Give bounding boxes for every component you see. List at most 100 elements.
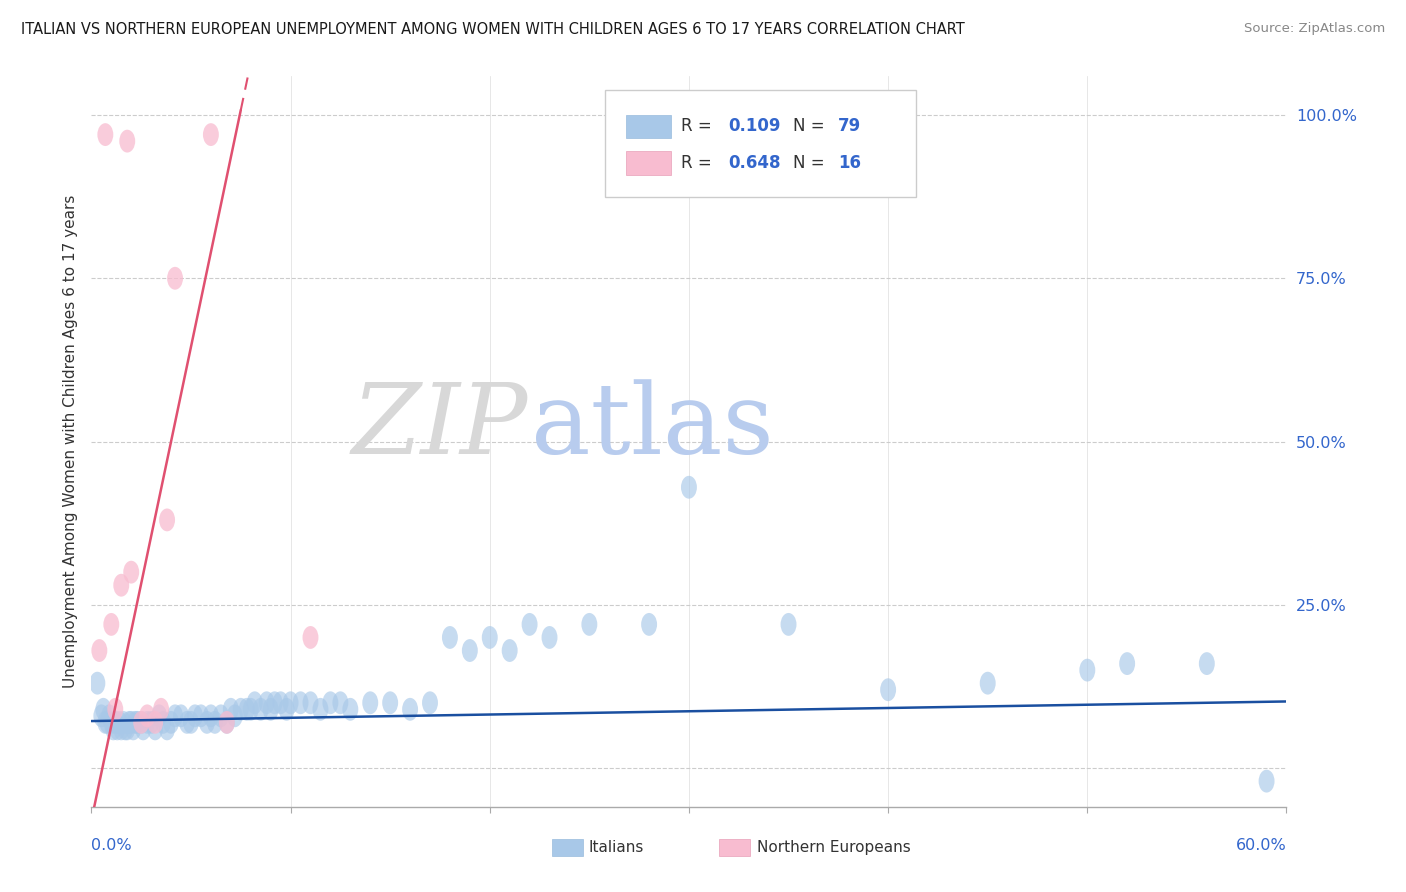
Text: atlas: atlas (531, 379, 773, 475)
Ellipse shape (278, 698, 295, 721)
Ellipse shape (167, 705, 183, 727)
Ellipse shape (96, 698, 111, 721)
Ellipse shape (343, 698, 359, 721)
Ellipse shape (302, 691, 318, 714)
Ellipse shape (134, 711, 149, 734)
Ellipse shape (253, 698, 269, 721)
Ellipse shape (1119, 652, 1135, 675)
Ellipse shape (97, 711, 114, 734)
Text: ITALIAN VS NORTHERN EUROPEAN UNEMPLOYMENT AMONG WOMEN WITH CHILDREN AGES 6 TO 17: ITALIAN VS NORTHERN EUROPEAN UNEMPLOYMEN… (21, 22, 965, 37)
Ellipse shape (173, 705, 188, 727)
Ellipse shape (143, 711, 159, 734)
Ellipse shape (155, 711, 172, 734)
Y-axis label: Unemployment Among Women with Children Ages 6 to 17 years: Unemployment Among Women with Children A… (62, 194, 77, 689)
Ellipse shape (120, 129, 135, 153)
Ellipse shape (482, 626, 498, 648)
Ellipse shape (582, 613, 598, 636)
Ellipse shape (502, 639, 517, 662)
Ellipse shape (441, 626, 458, 648)
Ellipse shape (332, 691, 349, 714)
Ellipse shape (97, 123, 114, 146)
Ellipse shape (202, 123, 219, 146)
Text: 16: 16 (838, 153, 862, 172)
FancyBboxPatch shape (605, 90, 917, 196)
Ellipse shape (127, 711, 143, 734)
Ellipse shape (980, 672, 995, 695)
Ellipse shape (104, 711, 120, 734)
Text: Italians: Italians (589, 840, 644, 855)
FancyBboxPatch shape (551, 838, 582, 856)
Ellipse shape (93, 705, 110, 727)
Ellipse shape (522, 613, 537, 636)
Ellipse shape (124, 711, 139, 734)
Text: ZIP: ZIP (352, 379, 527, 475)
Ellipse shape (115, 711, 131, 734)
Ellipse shape (322, 691, 339, 714)
Ellipse shape (139, 711, 155, 734)
Ellipse shape (1258, 770, 1275, 793)
Ellipse shape (207, 711, 222, 734)
Ellipse shape (302, 626, 318, 648)
Ellipse shape (120, 717, 135, 740)
Ellipse shape (402, 698, 418, 721)
Ellipse shape (193, 705, 209, 727)
Ellipse shape (183, 711, 200, 734)
Ellipse shape (259, 691, 274, 714)
Ellipse shape (114, 574, 129, 597)
Ellipse shape (273, 691, 288, 714)
Ellipse shape (541, 626, 558, 648)
Ellipse shape (212, 705, 229, 727)
Text: Northern Europeans: Northern Europeans (756, 840, 911, 855)
Ellipse shape (152, 705, 167, 727)
Text: 79: 79 (838, 117, 862, 136)
Ellipse shape (134, 711, 149, 734)
Ellipse shape (363, 691, 378, 714)
Ellipse shape (263, 698, 278, 721)
FancyBboxPatch shape (626, 114, 671, 138)
FancyBboxPatch shape (718, 838, 749, 856)
Ellipse shape (129, 711, 145, 734)
Ellipse shape (202, 705, 219, 727)
Ellipse shape (219, 711, 235, 734)
Ellipse shape (267, 691, 283, 714)
Ellipse shape (125, 717, 141, 740)
Ellipse shape (110, 717, 125, 740)
Text: R =: R = (681, 153, 717, 172)
Ellipse shape (461, 639, 478, 662)
Ellipse shape (159, 508, 174, 532)
Ellipse shape (1199, 652, 1215, 675)
Ellipse shape (148, 711, 163, 734)
Ellipse shape (111, 711, 127, 734)
Ellipse shape (641, 613, 657, 636)
Ellipse shape (283, 691, 298, 714)
FancyBboxPatch shape (626, 151, 671, 175)
Ellipse shape (382, 691, 398, 714)
Ellipse shape (104, 613, 120, 636)
Ellipse shape (101, 705, 117, 727)
Ellipse shape (247, 691, 263, 714)
Text: 0.109: 0.109 (728, 117, 780, 136)
Ellipse shape (422, 691, 439, 714)
Ellipse shape (90, 672, 105, 695)
Text: R =: R = (681, 117, 717, 136)
Ellipse shape (292, 691, 308, 714)
Text: N =: N = (793, 117, 830, 136)
Ellipse shape (91, 639, 107, 662)
Ellipse shape (105, 717, 121, 740)
Ellipse shape (233, 698, 249, 721)
Ellipse shape (124, 561, 139, 583)
Ellipse shape (219, 711, 235, 734)
Ellipse shape (100, 711, 115, 734)
Ellipse shape (681, 475, 697, 499)
Ellipse shape (239, 698, 254, 721)
Text: Source: ZipAtlas.com: Source: ZipAtlas.com (1244, 22, 1385, 36)
Ellipse shape (148, 717, 163, 740)
Text: 60.0%: 60.0% (1236, 838, 1286, 853)
Ellipse shape (163, 711, 179, 734)
Ellipse shape (107, 711, 124, 734)
Ellipse shape (159, 717, 174, 740)
Ellipse shape (200, 711, 215, 734)
Ellipse shape (179, 711, 195, 734)
Ellipse shape (187, 705, 202, 727)
Ellipse shape (780, 613, 796, 636)
